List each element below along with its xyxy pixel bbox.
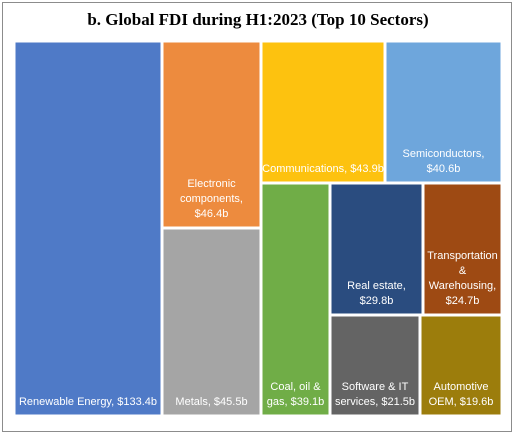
tile-rect-automotive <box>420 315 502 416</box>
tile-metals: Metals, $45.5b <box>162 228 261 416</box>
tile-label-coal-1: gas, $39.1b <box>267 396 325 408</box>
tile-label-electronic-2: $46.4b <box>195 208 229 220</box>
tile-label-automotive-1: OEM, $19.6b <box>429 396 494 408</box>
tile-realestate: Real estate, $29.8b <box>330 183 423 315</box>
tile-label-semiconductors-1: $40.6b <box>427 163 461 175</box>
tile-rect-communications <box>261 41 385 183</box>
tile-label-coal-0: Coal, oil & <box>270 381 321 393</box>
tile-rect-transport <box>423 183 502 315</box>
tile-rect-realestate <box>330 183 423 315</box>
tile-automotive: Automotive OEM, $19.6b <box>420 315 502 416</box>
tile-label-electronic-1: components, <box>180 193 243 205</box>
tile-label-transport-0: Transportation <box>427 250 498 262</box>
tile-label-realestate-1: $29.8b <box>360 295 394 307</box>
tile-label-software-0: Software & IT <box>342 381 409 393</box>
tile-rect-metals <box>162 228 261 416</box>
tile-rect-coal <box>261 183 330 416</box>
tile-electronic: Electronic components, $46.4b <box>162 41 261 228</box>
tile-transport: Transportation & Warehousing, $24.7b <box>423 183 502 315</box>
tile-label-realestate-0: Real estate, <box>347 280 406 292</box>
tile-coal: Coal, oil & gas, $39.1b <box>261 183 330 416</box>
tile-renewable: Renewable Energy, $133.4b <box>14 41 162 416</box>
tile-rect-software <box>330 315 420 416</box>
tile-label-semiconductors-0: Semiconductors, <box>403 148 485 160</box>
tile-label-software-1: services, $21.5b <box>335 396 415 408</box>
tile-label-communications-0: Communications, $43.9b <box>262 163 384 175</box>
tile-software: Software & IT services, $21.5b <box>330 315 420 416</box>
tile-communications: Communications, $43.9b <box>261 41 385 183</box>
tile-rect-semiconductors <box>385 41 502 183</box>
tile-rect-renewable <box>14 41 162 416</box>
tile-label-renewable-0: Renewable Energy, $133.4b <box>19 396 157 408</box>
tile-semiconductors: Semiconductors, $40.6b <box>385 41 502 183</box>
tile-label-metals-0: Metals, $45.5b <box>175 396 247 408</box>
tile-label-transport-1: & <box>459 265 467 277</box>
tile-label-automotive-0: Automotive <box>433 381 488 393</box>
tile-label-electronic-0: Electronic <box>187 178 236 190</box>
tile-rect-electronic <box>162 41 261 228</box>
tile-label-transport-3: $24.7b <box>446 295 480 307</box>
tile-label-transport-2: Warehousing, <box>429 280 496 292</box>
chart-title: b. Global FDI during H1:2023 (Top 10 Sec… <box>87 10 429 29</box>
